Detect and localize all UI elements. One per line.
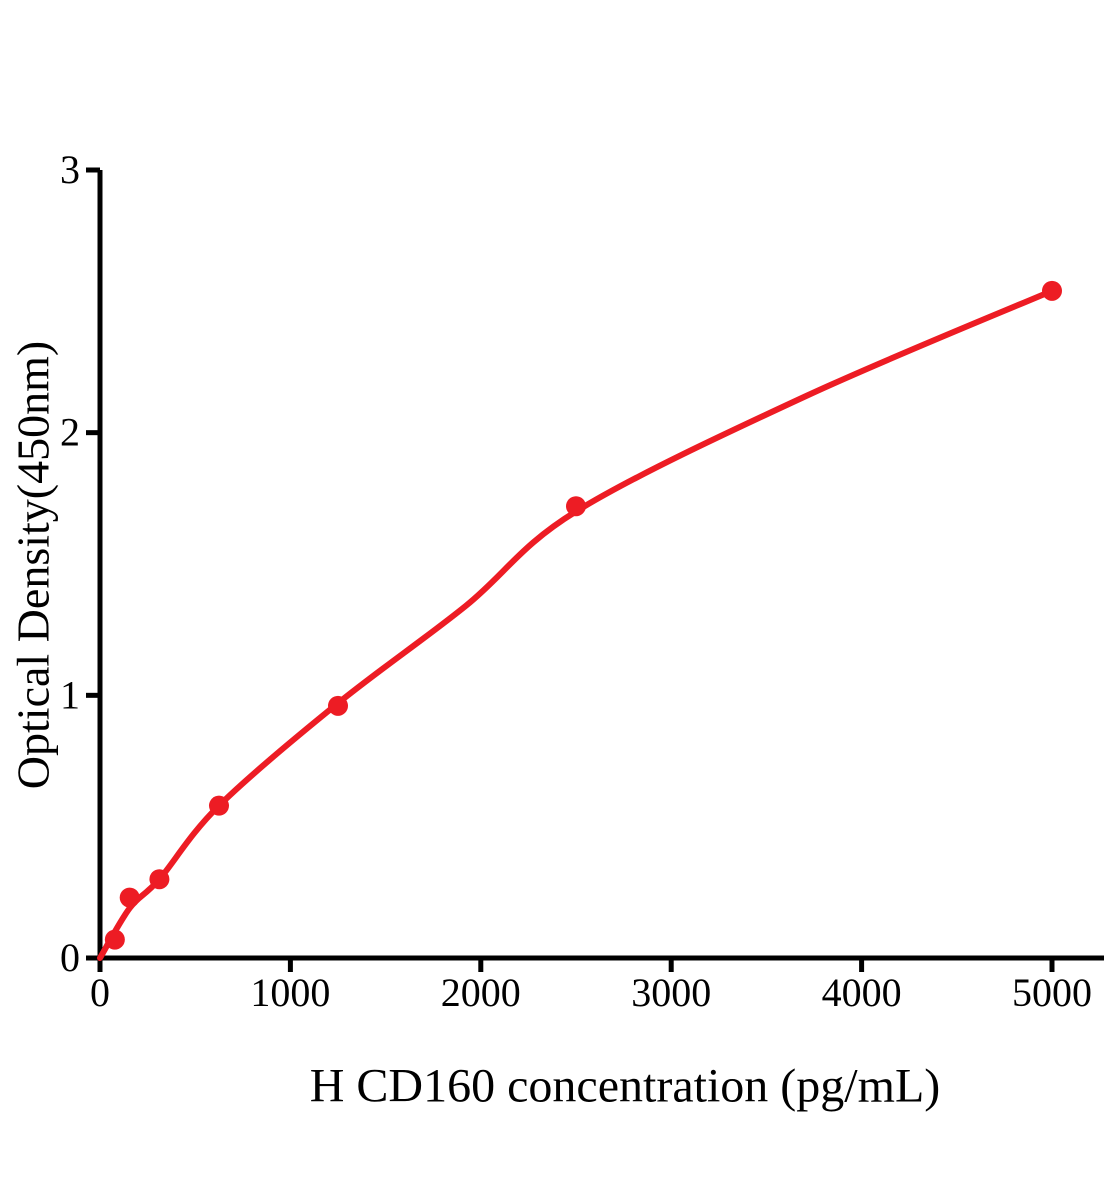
x-axis-title: H CD160 concentration (pg/mL) bbox=[309, 1059, 941, 1113]
y-axis-title: Optical Density(450nm) bbox=[7, 340, 59, 790]
data-point-marker bbox=[209, 795, 229, 816]
data-point-marker bbox=[149, 869, 170, 890]
y-tick-label: 1 bbox=[60, 672, 80, 717]
y-tick-label: 2 bbox=[60, 410, 80, 455]
x-tick-label: 4000 bbox=[822, 970, 902, 1015]
x-tick-label: 2000 bbox=[441, 970, 521, 1015]
y-tick-label: 3 bbox=[60, 147, 80, 192]
data-point-marker bbox=[104, 929, 125, 950]
y-tick-label: 0 bbox=[60, 935, 80, 980]
x-tick-label: 5000 bbox=[1012, 970, 1092, 1015]
data-point-marker bbox=[1042, 280, 1062, 301]
data-point-marker bbox=[119, 887, 140, 908]
x-tick-label: 1000 bbox=[250, 970, 330, 1015]
x-tick-label: 3000 bbox=[631, 970, 711, 1015]
fit-curve-line bbox=[97, 287, 1055, 961]
x-tick-label: 0 bbox=[90, 970, 110, 1015]
data-point-marker bbox=[328, 695, 348, 716]
data-point-marker bbox=[566, 496, 586, 517]
